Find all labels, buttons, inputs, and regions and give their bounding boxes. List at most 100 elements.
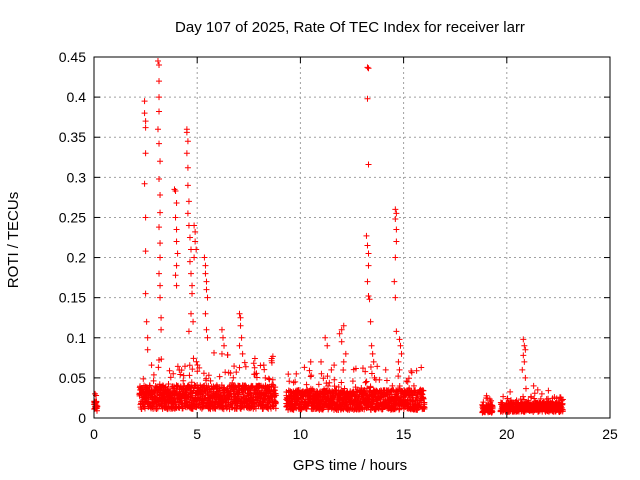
data-point <box>242 363 249 370</box>
data-points <box>91 58 566 416</box>
data-point <box>528 394 535 401</box>
data-point <box>173 226 180 233</box>
data-point <box>141 110 148 117</box>
data-point <box>331 362 338 369</box>
data-point <box>204 334 211 341</box>
data-point <box>340 366 347 373</box>
data-point <box>392 206 399 213</box>
data-point <box>307 358 314 365</box>
data-point <box>519 366 526 373</box>
x-tick-label: 15 <box>396 426 412 442</box>
data-point <box>340 322 347 329</box>
data-point <box>142 118 149 125</box>
data-point <box>413 395 420 402</box>
data-point <box>293 370 300 377</box>
data-point <box>94 403 101 410</box>
data-point <box>165 380 172 387</box>
data-point <box>201 254 208 261</box>
data-point <box>156 270 163 277</box>
data-point <box>144 346 151 353</box>
data-point <box>174 250 181 257</box>
data-point <box>191 254 198 261</box>
data-point <box>141 405 148 412</box>
data-point <box>185 198 192 205</box>
data-point <box>172 272 179 279</box>
data-point <box>349 378 356 385</box>
data-point <box>522 346 529 353</box>
data-point <box>220 334 226 341</box>
data-point <box>150 371 157 378</box>
data-point <box>142 248 149 255</box>
plot-frame <box>93 56 611 419</box>
y-tick-label: 0.05 <box>59 370 86 386</box>
data-point <box>207 377 214 384</box>
data-point <box>173 238 180 245</box>
x-axis-label: GPS time / hours <box>293 457 407 474</box>
data-point <box>239 350 246 357</box>
data-point <box>230 374 237 381</box>
data-point <box>154 126 161 133</box>
data-point <box>184 210 191 217</box>
data-point <box>172 187 179 194</box>
data-point <box>393 226 400 233</box>
data-point <box>231 363 238 370</box>
data-point <box>238 334 245 341</box>
data-point <box>521 342 528 349</box>
data-point <box>365 293 372 300</box>
data-point <box>202 262 209 269</box>
data-point <box>174 363 181 370</box>
data-point <box>158 356 165 363</box>
axis-ticks: 0 5 10 15 20 25 0 0.05 0.1 0.15 0.2 0.25 0.3 0.35 0.4 0… <box>59 49 618 442</box>
data-point <box>537 395 544 402</box>
data-point <box>185 222 192 229</box>
data-point <box>483 394 490 401</box>
data-point <box>504 395 511 402</box>
y-tick-label: 0.3 <box>67 169 87 185</box>
data-point <box>367 383 374 390</box>
y-tick-label: 0.15 <box>59 290 86 306</box>
data-point <box>184 138 191 145</box>
data-point <box>520 352 527 359</box>
data-point <box>156 62 163 69</box>
data-point <box>336 330 343 337</box>
y-tick-label: 0.35 <box>59 129 86 145</box>
data-point <box>392 254 399 261</box>
data-point <box>315 381 322 388</box>
data-point <box>364 242 371 249</box>
data-point <box>330 397 337 404</box>
data-point <box>190 355 197 362</box>
data-point <box>156 108 163 115</box>
data-point <box>166 367 173 374</box>
data-point <box>158 314 165 321</box>
data-point <box>156 224 163 231</box>
data-point <box>393 238 400 245</box>
y-tick-label: 0.1 <box>67 330 87 346</box>
data-point <box>328 366 335 373</box>
data-point <box>396 366 403 373</box>
data-point <box>191 222 198 229</box>
data-point <box>183 150 190 157</box>
data-point <box>154 58 161 65</box>
data-point <box>218 326 225 333</box>
data-point <box>272 405 279 412</box>
y-tick-label: 0.45 <box>59 49 86 65</box>
data-point <box>142 290 149 297</box>
data-point <box>338 326 345 333</box>
data-point <box>520 336 527 343</box>
data-point <box>272 384 279 391</box>
data-point <box>157 191 164 198</box>
data-point <box>392 294 399 301</box>
data-point <box>393 210 400 217</box>
data-point <box>365 262 372 269</box>
data-point <box>559 406 566 413</box>
data-point <box>403 378 410 385</box>
data-point <box>186 258 193 265</box>
data-point <box>374 363 381 370</box>
data-point <box>359 365 366 372</box>
data-point <box>156 94 163 101</box>
data-point <box>173 200 180 207</box>
data-point <box>338 379 345 386</box>
data-point <box>157 294 164 301</box>
data-point <box>404 378 411 385</box>
data-point <box>507 388 514 395</box>
